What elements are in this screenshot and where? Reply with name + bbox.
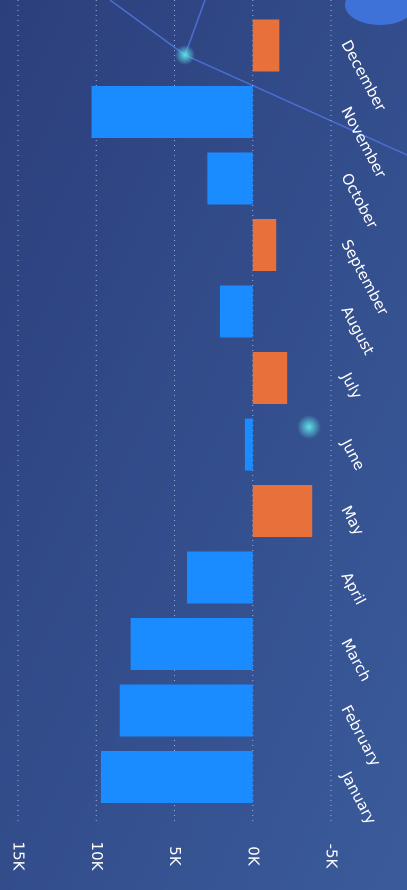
- tick-label: 0K: [244, 846, 262, 867]
- bar: [252, 352, 288, 404]
- bar: [207, 152, 253, 205]
- bar: [252, 485, 313, 537]
- tick-label: 10K: [88, 842, 106, 872]
- bar: [91, 86, 253, 138]
- bar: [187, 551, 253, 604]
- tick-label: 5K: [166, 846, 184, 867]
- tick-label: -5K: [323, 844, 341, 870]
- bar: [252, 19, 280, 72]
- bar: [219, 285, 253, 338]
- bar: [130, 618, 253, 670]
- bar: [100, 751, 253, 803]
- decoration: [109, 0, 407, 439]
- bar: [252, 219, 277, 271]
- bar: [244, 418, 253, 471]
- bar: [119, 684, 253, 737]
- tick-label: 15K: [10, 842, 28, 872]
